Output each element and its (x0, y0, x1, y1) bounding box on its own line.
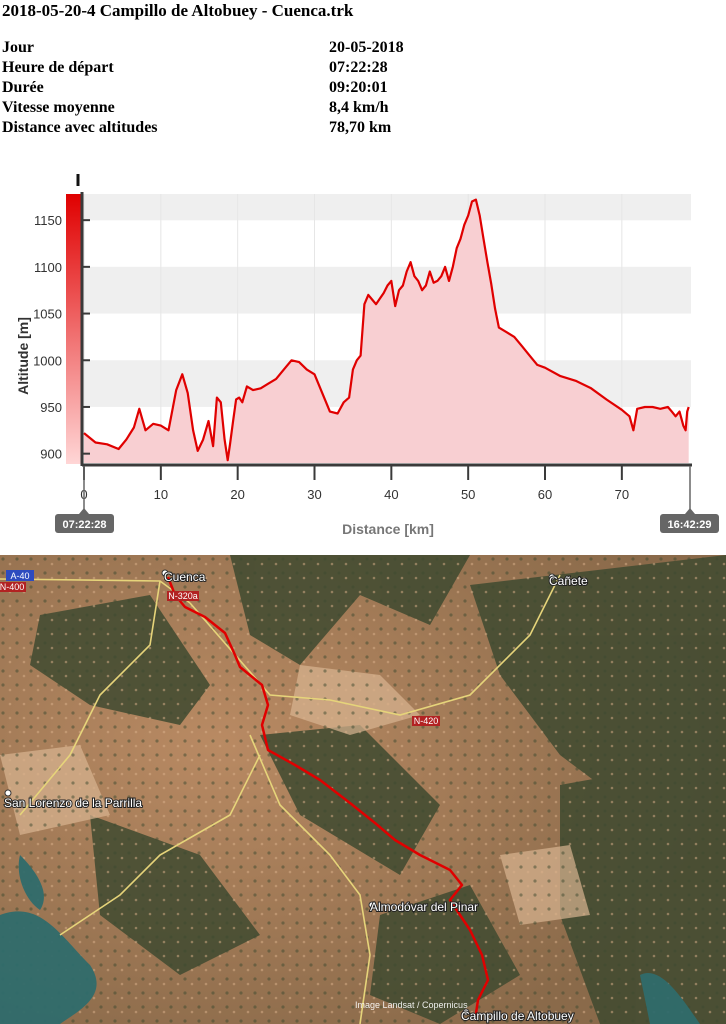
x-tick-label: 30 (307, 487, 321, 502)
summary-row-duration: Durée 09:20:01 (2, 78, 522, 98)
road-shield-a40: A-40 (6, 570, 34, 581)
x-tick-label: 60 (538, 487, 552, 502)
x-tick-label: 50 (461, 487, 475, 502)
track-summary: Jour 20-05-2018 Heure de départ 07:22:28… (2, 38, 522, 138)
summary-label: Jour (2, 39, 34, 56)
summary-label: Distance avec altitudes (2, 119, 158, 136)
road-label: N-400 (0, 582, 24, 592)
place-label: Cuenca (164, 570, 206, 584)
x-tick-label: 70 (615, 487, 629, 502)
road-shield-n420: N-420 (412, 716, 440, 726)
summary-value: 09:20:01 (329, 79, 388, 96)
summary-value: 78,70 km (329, 119, 392, 136)
x-axis-label: Distance [km] (342, 521, 434, 537)
place-san-lorenzo: San Lorenzo de la Parrilla (3, 789, 143, 811)
road-label: A-40 (10, 571, 29, 581)
road-label: N-320a (168, 591, 198, 601)
place-canete: Cañete (548, 573, 589, 589)
summary-row-distance: Distance avec altitudes 78,70 km (2, 118, 522, 138)
elevation-line (83, 198, 690, 462)
summary-value: 20-05-2018 (329, 39, 404, 56)
y-tick-label: 950 (40, 400, 62, 415)
summary-label: Vitesse moyenne (2, 99, 115, 116)
summary-row-speed: Vitesse moyenne 8,4 km/h (2, 98, 522, 118)
route-map[interactable]: A-40 N-400 N-320a N-420 Cuenca Cañete Sa… (0, 555, 726, 1024)
altitude-color-scale (66, 194, 82, 464)
place-label: Almodóvar del Pinar (370, 900, 478, 914)
place-campillo: Campillo de Altobuey (460, 1008, 575, 1024)
reservoir (0, 855, 700, 1024)
y-tick-label: 1000 (33, 353, 62, 368)
page-title: 2018-05-20-4 Campillo de Altobuey - Cuen… (2, 1, 354, 20)
road-shield-n400: N-400 (0, 582, 26, 592)
place-label: Campillo de Altobuey (461, 1009, 574, 1023)
place-label: Cañete (549, 574, 588, 588)
y-tick-label: 1100 (34, 260, 62, 275)
summary-row-day: Jour 20-05-2018 (2, 38, 522, 58)
place-label: San Lorenzo de la Parrilla (4, 796, 142, 810)
y-axis-label: Altitude [m] (15, 317, 31, 395)
end-time-marker: 16:42:29 (660, 466, 719, 533)
start-time-marker: 07:22:28 (55, 466, 114, 533)
summary-value: 8,4 km/h (329, 99, 389, 116)
x-tick-label: 10 (154, 487, 168, 502)
y-tick-label: 900 (40, 447, 62, 462)
x-tick-label: 40 (384, 487, 398, 502)
place-almodovar: Almodóvar del Pinar (368, 899, 479, 915)
roads (0, 574, 561, 1024)
route-track (166, 576, 490, 1021)
summary-label: Durée (2, 79, 44, 96)
start-time-label: 07:22:28 (62, 519, 106, 531)
place-cuenca: Cuenca (161, 569, 207, 585)
map-attribution: Image Landsat / Copernicus (355, 1000, 468, 1010)
summary-value: 07:22:28 (329, 59, 388, 76)
y-tick-label: 1150 (34, 213, 62, 228)
terrain-texture (0, 555, 726, 1024)
road-shield-n320a: N-320a (167, 591, 199, 601)
x-tick-label: 20 (230, 487, 244, 502)
summary-label: Heure de départ (2, 59, 114, 76)
road-label: N-420 (414, 716, 439, 726)
summary-row-start: Heure de départ 07:22:28 (2, 58, 522, 78)
y-tick-label: 1050 (33, 307, 62, 322)
grid-band (84, 194, 691, 221)
elevation-area (84, 199, 689, 463)
end-time-label: 16:42:29 (667, 519, 711, 531)
